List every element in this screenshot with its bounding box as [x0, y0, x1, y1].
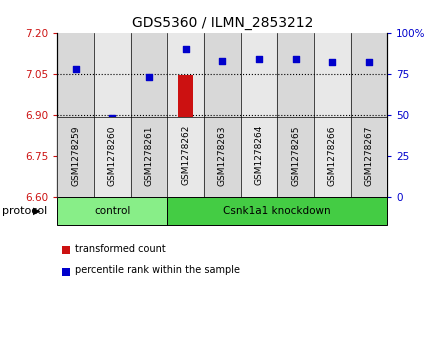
- Text: GSM1278260: GSM1278260: [108, 125, 117, 185]
- Point: [365, 59, 372, 65]
- Text: protocol: protocol: [2, 206, 48, 216]
- Bar: [314, 33, 351, 197]
- Bar: [204, 33, 241, 197]
- Bar: [94, 33, 131, 197]
- Bar: [241, 33, 277, 197]
- Bar: [325, 141, 340, 197]
- Text: ▶: ▶: [33, 206, 40, 216]
- Text: GSM1278266: GSM1278266: [328, 125, 337, 185]
- Bar: [94, 117, 131, 197]
- Bar: [277, 117, 314, 197]
- Text: GSM1278263: GSM1278263: [218, 125, 227, 185]
- Text: control: control: [94, 206, 130, 216]
- Bar: [142, 175, 156, 197]
- Bar: [68, 159, 83, 197]
- Bar: [131, 117, 167, 197]
- Title: GDS5360 / ILMN_2853212: GDS5360 / ILMN_2853212: [132, 16, 313, 30]
- Bar: [351, 117, 387, 197]
- Bar: [277, 33, 314, 197]
- Bar: [131, 33, 167, 197]
- Text: GSM1278261: GSM1278261: [144, 125, 154, 185]
- Bar: [167, 33, 204, 197]
- Bar: [57, 33, 94, 197]
- Bar: [167, 117, 204, 197]
- Bar: [288, 127, 303, 197]
- Bar: [314, 117, 351, 197]
- Text: percentile rank within the sample: percentile rank within the sample: [75, 265, 240, 276]
- Bar: [241, 117, 277, 197]
- Point: [182, 46, 189, 52]
- Bar: [351, 33, 387, 197]
- Bar: [178, 75, 193, 197]
- Point: [292, 56, 299, 62]
- Point: [219, 58, 226, 64]
- Bar: [204, 117, 241, 197]
- Bar: [167, 197, 387, 225]
- Text: Csnk1a1 knockdown: Csnk1a1 knockdown: [224, 206, 331, 216]
- Bar: [105, 196, 120, 197]
- Bar: [215, 134, 230, 197]
- Point: [72, 66, 79, 72]
- Point: [255, 56, 262, 62]
- Point: [109, 115, 116, 121]
- Text: GSM1278264: GSM1278264: [254, 125, 264, 185]
- Text: transformed count: transformed count: [75, 244, 165, 254]
- Text: GSM1278265: GSM1278265: [291, 125, 300, 185]
- Bar: [57, 117, 94, 197]
- Text: GSM1278267: GSM1278267: [364, 125, 374, 185]
- Point: [329, 59, 336, 65]
- Bar: [57, 197, 167, 225]
- Text: GSM1278259: GSM1278259: [71, 125, 80, 185]
- Bar: [362, 139, 376, 197]
- Point: [145, 74, 152, 80]
- Bar: [252, 132, 266, 197]
- Text: GSM1278262: GSM1278262: [181, 125, 190, 185]
